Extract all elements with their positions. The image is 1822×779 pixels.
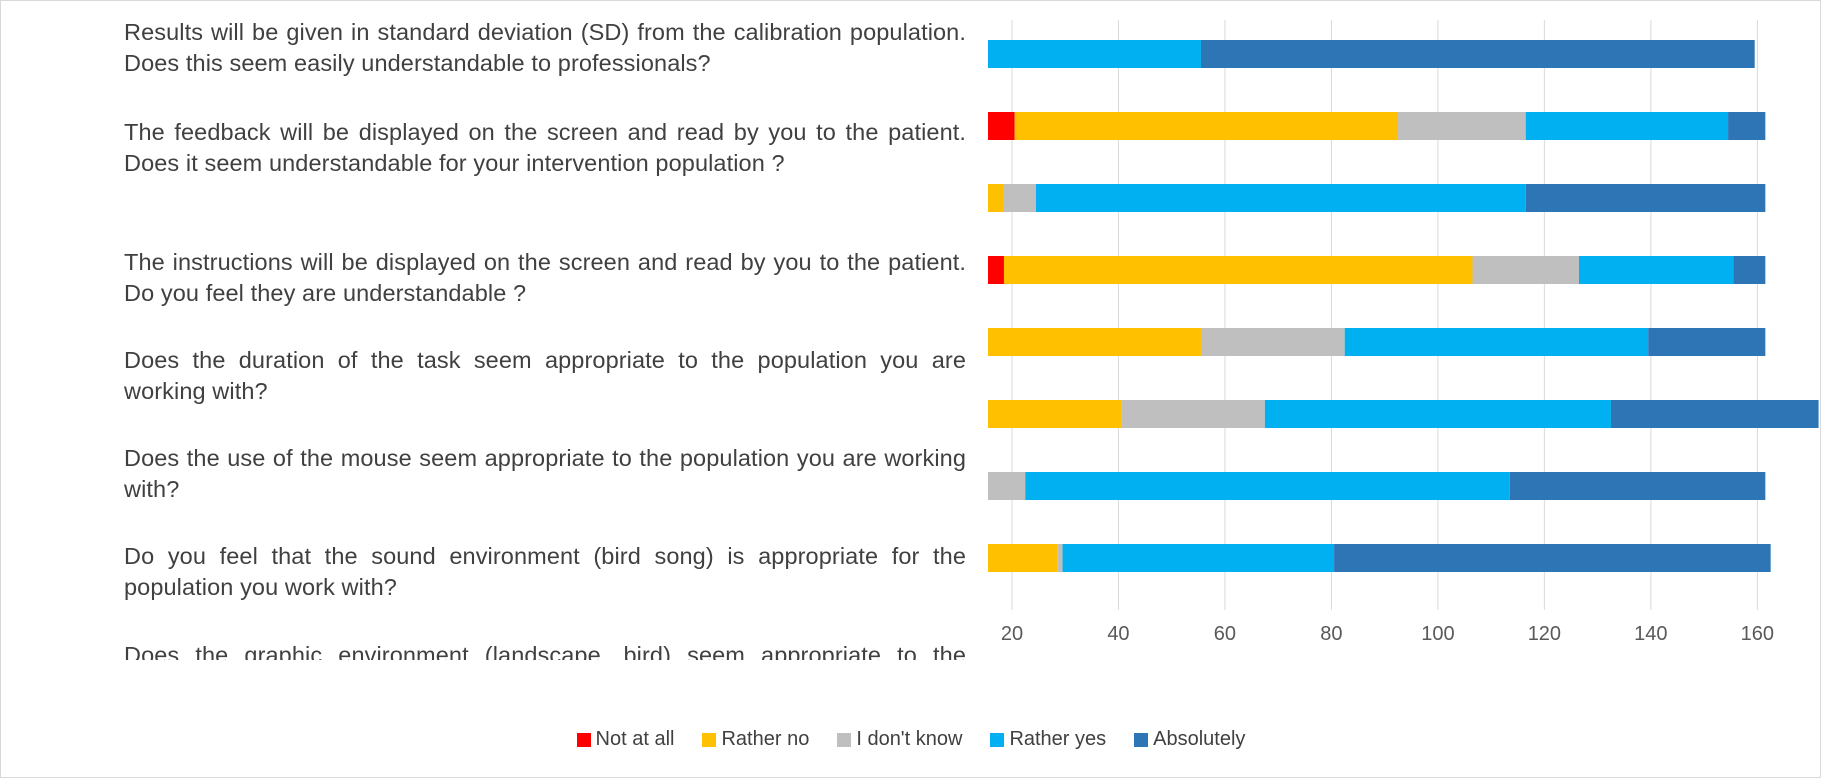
x-tick-label-120: 120 bbox=[1528, 623, 1561, 645]
bar-row-6-rather-no bbox=[988, 400, 1122, 428]
x-tick-label-60: 60 bbox=[1214, 623, 1236, 645]
bar-row-3-i-don-t-know bbox=[1003, 184, 1036, 212]
legend-swatch-not-at-all bbox=[576, 732, 591, 747]
legend-label-rather-no: Rather no bbox=[721, 728, 810, 750]
bar-row-2-absolutely bbox=[1728, 112, 1766, 140]
bar-chart-plot: 20 40 60 80 100 120 140 160 bbox=[988, 20, 1819, 645]
bar-row-8-rather-no bbox=[988, 544, 1058, 572]
bar-row-6-i-don-t-know bbox=[1121, 400, 1265, 428]
category-label-graphic-environment: Does the graphic environment (landscape,… bbox=[124, 642, 966, 660]
bar-row-7-rather-yes bbox=[1025, 472, 1510, 500]
bar-row-1-rather-yes bbox=[988, 40, 1201, 68]
chart-legend: Not at all Rather no I don't know Rather… bbox=[0, 728, 1822, 751]
category-label-task-duration: Does the duration of the task seem appro… bbox=[124, 347, 966, 404]
legend-label-not-at-all: Not at all bbox=[595, 728, 675, 750]
legend-label-absolutely: Absolutely bbox=[1153, 728, 1246, 750]
legend-item-i-dont-know: I don't know bbox=[837, 728, 962, 751]
bar-row-2-rather-yes bbox=[1525, 112, 1729, 140]
bar-row-5-rather-yes bbox=[1344, 328, 1649, 356]
bar-row-5-rather-no bbox=[988, 328, 1201, 356]
bar-row-4-i-don-t-know bbox=[1472, 256, 1579, 284]
legend-item-rather-no: Rather no bbox=[702, 728, 809, 751]
bar-row-6-rather-yes bbox=[1264, 400, 1611, 428]
legend-swatch-absolutely bbox=[1134, 732, 1149, 747]
bar-row-5-i-don-t-know bbox=[1200, 328, 1345, 356]
bar-row-4-rather-no bbox=[1003, 256, 1473, 284]
x-tick-label-80: 80 bbox=[1320, 623, 1342, 645]
legend-item-absolutely: Absolutely bbox=[1134, 728, 1245, 751]
legend-item-rather-yes: Rather yes bbox=[990, 728, 1106, 751]
bar-row-4-not-at-all bbox=[988, 256, 1004, 284]
category-label-sd-results: Results will be given in standard deviat… bbox=[124, 19, 966, 76]
category-labels: Results will be given in standard deviat… bbox=[0, 0, 980, 660]
x-tick-label-140: 140 bbox=[1634, 623, 1667, 645]
bar-row-6-absolutely bbox=[1610, 400, 1819, 428]
legend-label-i-dont-know: I don't know bbox=[856, 728, 963, 750]
bar-row-5-absolutely bbox=[1648, 328, 1766, 356]
bar-row-7-absolutely bbox=[1509, 472, 1766, 500]
bar-row-1-absolutely bbox=[1200, 40, 1755, 68]
bar-row-3-rather-yes bbox=[1035, 184, 1526, 212]
legend-swatch-rather-yes bbox=[990, 732, 1005, 747]
bar-row-2-not-at-all bbox=[988, 112, 1015, 140]
x-tick-label-100: 100 bbox=[1421, 623, 1454, 645]
x-tick-label-20: 20 bbox=[1001, 623, 1023, 645]
x-tick-label-160: 160 bbox=[1741, 623, 1774, 645]
x-tick-label-40: 40 bbox=[1107, 623, 1129, 645]
bar-row-8-absolutely bbox=[1334, 544, 1771, 572]
bar-row-3-absolutely bbox=[1525, 184, 1766, 212]
legend-swatch-rather-no bbox=[702, 732, 717, 747]
bar-row-3-rather-no bbox=[988, 184, 1004, 212]
bar-row-4-rather-yes bbox=[1578, 256, 1734, 284]
category-label-mouse-use: Does the use of the mouse seem appropria… bbox=[124, 445, 966, 502]
bar-row-4-absolutely bbox=[1733, 256, 1766, 284]
bar-row-8-rather-yes bbox=[1062, 544, 1335, 572]
legend-swatch-i-dont-know bbox=[837, 732, 852, 747]
bar-row-2-i-don-t-know bbox=[1397, 112, 1526, 140]
category-label-sound-environment: Do you feel that the sound environment (… bbox=[124, 543, 966, 600]
bar-row-7-i-don-t-know bbox=[988, 472, 1026, 500]
legend-item-not-at-all: Not at all bbox=[576, 728, 675, 751]
bar-row-8-i-don-t-know bbox=[1057, 544, 1063, 572]
bar-row-2-rather-no bbox=[1014, 112, 1398, 140]
category-label-instructions: The instructions will be displayed on th… bbox=[124, 249, 966, 306]
legend-label-rather-yes: Rather yes bbox=[1009, 728, 1107, 750]
category-label-feedback: The feedback will be displayed on the sc… bbox=[124, 119, 966, 176]
